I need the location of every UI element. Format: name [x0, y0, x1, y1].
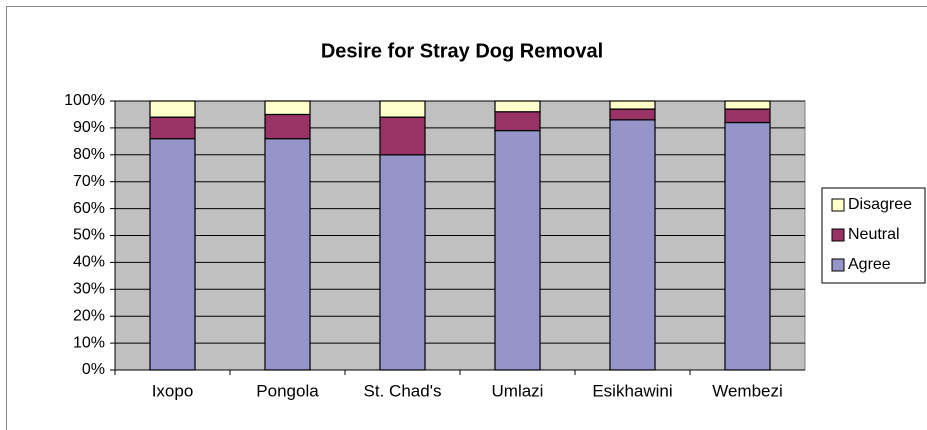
x-tick-label: Wembezi: [712, 381, 783, 400]
bar-segment: [609, 100, 656, 110]
x-tick-label: Ixopo: [152, 381, 194, 400]
bar-segment: [264, 113, 311, 140]
y-tick-label: 90%: [73, 119, 105, 136]
bar-segment: [379, 100, 426, 118]
y-tick-label: 70%: [73, 173, 105, 190]
x-tick-label: Umlazi: [492, 381, 544, 400]
y-tick-label: 40%: [73, 254, 105, 271]
bar-segment: [149, 116, 196, 140]
bar-segment: [379, 154, 426, 371]
bar-segment: [494, 129, 541, 371]
bar-segment: [609, 119, 656, 371]
legend-swatch: [831, 258, 845, 272]
bar-segment: [724, 108, 771, 124]
y-tick-label: 60%: [73, 200, 105, 217]
bar-segment: [609, 108, 656, 121]
y-tick-label: 80%: [73, 146, 105, 163]
bar-segment: [494, 100, 541, 113]
y-tick-label: 10%: [73, 334, 105, 351]
bar-segment: [724, 121, 771, 371]
legend-swatch: [831, 198, 845, 212]
bar-segment: [724, 100, 771, 110]
bar-segment: [494, 111, 541, 132]
x-tick-label: Esikhawini: [592, 381, 672, 400]
chart-title: Desire for Stray Dog Removal: [321, 40, 603, 62]
bar-segment: [264, 138, 311, 371]
y-tick-label: 50%: [73, 227, 105, 244]
y-tick-label: 100%: [64, 92, 105, 109]
y-tick-label: 20%: [73, 307, 105, 324]
y-tick-label: 0%: [82, 361, 105, 378]
legend-label: Agree: [848, 256, 891, 273]
legend-label: Neutral: [848, 226, 900, 243]
x-tick-label: Pongola: [256, 381, 319, 400]
y-tick-label: 30%: [73, 281, 105, 298]
legend-swatch: [831, 228, 845, 242]
x-tick-label: St. Chad's: [364, 381, 442, 400]
bar-segment: [264, 100, 311, 116]
bar-segment: [379, 116, 426, 156]
bar-segment: [149, 138, 196, 371]
legend-label: Disagree: [848, 196, 912, 213]
bar-segment: [149, 100, 196, 118]
